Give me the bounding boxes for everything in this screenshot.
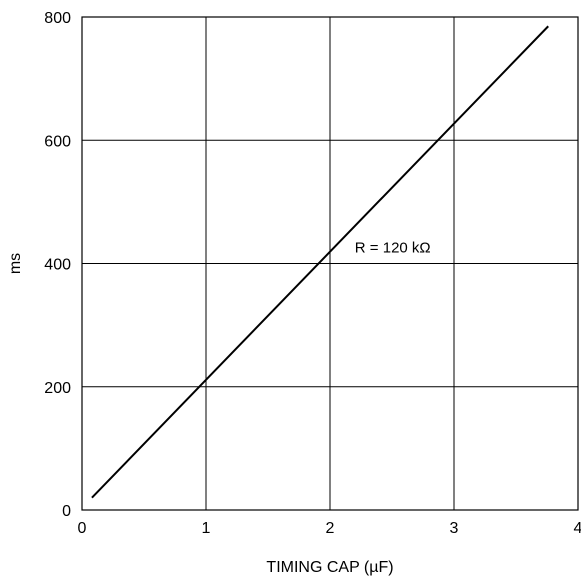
x-tick-label-4: 4 bbox=[574, 520, 581, 537]
tick-labels: 0 1 2 3 4 0 200 400 600 800 bbox=[44, 10, 581, 537]
y-axis-label: ms bbox=[7, 253, 24, 274]
x-axis-label: TIMING CAP (µF) bbox=[266, 559, 393, 576]
grid bbox=[82, 17, 578, 510]
y-tick-label-0: 0 bbox=[62, 503, 71, 520]
series-line-0 bbox=[91, 25, 549, 499]
y-tick-label-4: 800 bbox=[44, 10, 71, 27]
y-tick-label-1: 200 bbox=[44, 380, 71, 397]
y-tick-label-2: 400 bbox=[44, 257, 71, 274]
annotation-resistance: R = 120 kΩ bbox=[355, 239, 431, 256]
y-tick-label-3: 600 bbox=[44, 133, 71, 150]
x-tick-label-3: 3 bbox=[450, 520, 459, 537]
x-tick-label-2: 2 bbox=[326, 520, 335, 537]
x-tick-label-1: 1 bbox=[202, 520, 211, 537]
plot-frame bbox=[81, 16, 579, 511]
series-layer bbox=[91, 25, 549, 499]
x-tick-label-0: 0 bbox=[78, 520, 87, 537]
